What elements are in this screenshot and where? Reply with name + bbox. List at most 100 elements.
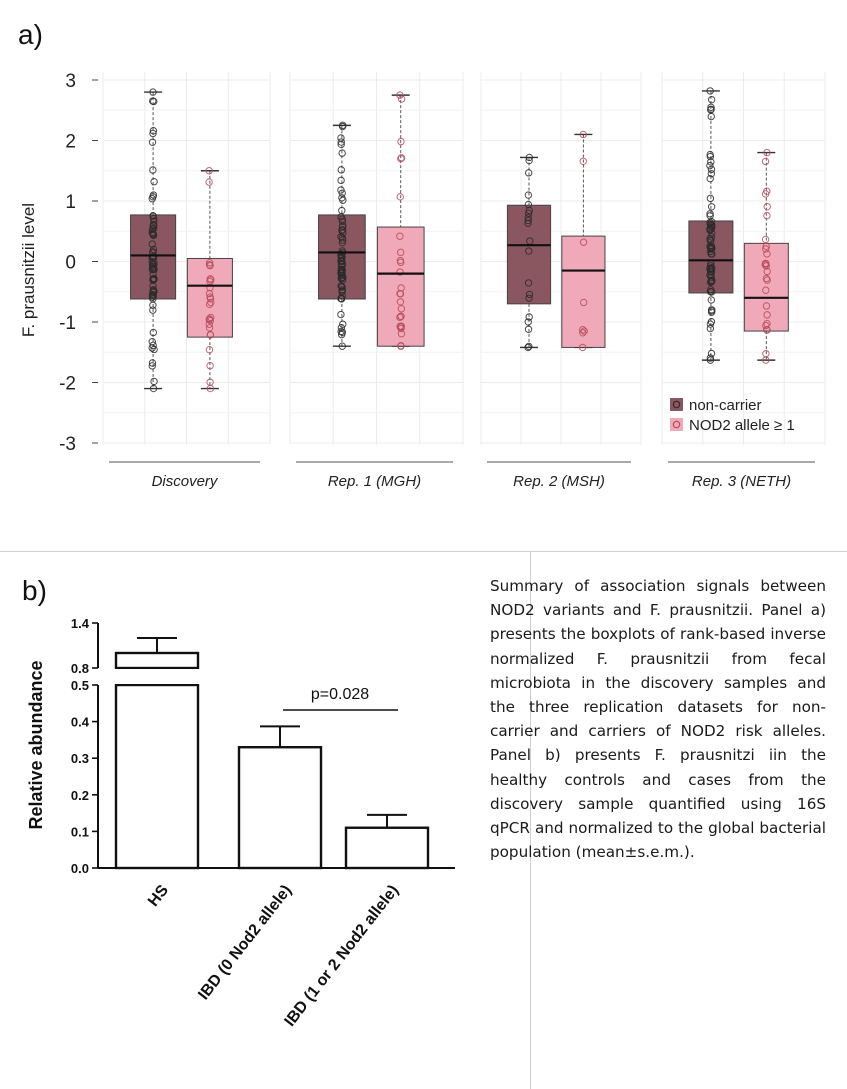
data-point [338, 342, 346, 350]
data-point [338, 291, 346, 300]
panel-a-legend: non-carrier NOD2 allele ≥ 1 [670, 397, 795, 434]
data-point [396, 248, 405, 257]
y-tick-label: 0.0 [71, 861, 89, 876]
data-point [524, 219, 532, 228]
data-point [338, 236, 347, 244]
data-point [150, 217, 158, 225]
data-point [397, 304, 406, 313]
data-point [205, 345, 214, 354]
divider-top [0, 551, 847, 552]
data-point [149, 306, 157, 314]
bar [344, 826, 430, 870]
data-point [763, 250, 771, 258]
data-point [763, 276, 771, 284]
data-point [149, 384, 158, 393]
x-category-label: IBD (1 or 2 Nod2 allele) [281, 882, 402, 1030]
data-point [206, 316, 215, 325]
legend-label-carrier: NOD2 allele ≥ 1 [689, 417, 795, 434]
data-point [706, 262, 715, 270]
data-point [149, 166, 157, 174]
data-point [524, 325, 533, 334]
data-point [524, 209, 533, 218]
data-point [579, 326, 587, 334]
data-point [579, 238, 588, 246]
data-point [149, 245, 158, 254]
panel-b-label: b) [22, 575, 47, 606]
data-point [706, 210, 714, 218]
divider-vertical [530, 551, 531, 1089]
data-point [337, 260, 346, 269]
data-point [338, 328, 347, 337]
data-point [762, 245, 770, 253]
data-point [339, 320, 347, 328]
y-tick-label: 0.1 [71, 824, 89, 839]
data-point [205, 178, 213, 186]
data-point [206, 295, 215, 303]
data-point [761, 157, 770, 166]
data-point [150, 377, 158, 386]
data-point [524, 216, 532, 225]
panel-a-y-axis-label: F. prausnitzii level [19, 203, 38, 337]
data-point [337, 310, 345, 319]
facet-2: Rep. 2 (MSH) [480, 72, 642, 490]
data-point [397, 284, 405, 292]
data-point [762, 321, 770, 330]
bar-upper-segment [114, 651, 200, 670]
data-point [763, 267, 771, 276]
panel-a-boxplots: F. prausnitzii level 3 2 1 0 -1 -2 -3 Discover… [19, 71, 826, 490]
data-point [761, 235, 770, 244]
y-tick-label: 0 [65, 253, 76, 274]
y-tick-label: -2 [59, 374, 76, 395]
data-point [149, 129, 157, 138]
data-point [337, 262, 346, 271]
data-point [525, 156, 533, 165]
data-point [207, 298, 215, 307]
data-point [396, 91, 404, 99]
data-point [396, 313, 404, 322]
data-point [524, 191, 533, 199]
y-tick-label: 0.8 [71, 661, 89, 676]
data-point [525, 313, 533, 321]
data-point [762, 286, 770, 294]
data-point [149, 275, 157, 283]
data-point [396, 232, 404, 240]
data-point [207, 313, 215, 322]
data-point [763, 311, 771, 319]
facet-label: Rep. 1 (MGH) [328, 473, 421, 490]
y-tick-label: 0.5 [71, 678, 89, 693]
data-point [338, 189, 346, 197]
data-point [525, 294, 533, 302]
data-point [148, 240, 156, 248]
data-point [397, 342, 405, 350]
data-point [707, 165, 716, 174]
data-point [396, 268, 404, 276]
figure-caption: Summary of association signals between N… [490, 577, 826, 862]
axis-break-gap [94, 669, 102, 684]
data-point [397, 95, 406, 103]
y-tick-label: 1.4 [71, 616, 90, 631]
data-point [206, 284, 214, 292]
data-point [525, 342, 533, 351]
data-point [396, 289, 404, 298]
data-point [338, 206, 346, 215]
data-point [524, 213, 532, 222]
data-point [706, 87, 714, 95]
data-point [338, 276, 347, 284]
p-value-label: p=0.028 [311, 686, 369, 703]
data-point [707, 105, 715, 113]
data-point [707, 158, 715, 166]
legend-label-noncarrier: non-carrier [689, 397, 762, 414]
data-point [338, 149, 346, 157]
data-point [148, 138, 157, 146]
data-point [396, 298, 405, 306]
data-point [205, 167, 213, 175]
data-point [762, 302, 771, 310]
data-point [763, 202, 771, 211]
data-point [706, 152, 715, 161]
panel-b-y-axis-label: Relative abundance [26, 660, 46, 829]
data-point [396, 193, 404, 201]
data-point [524, 279, 533, 287]
data-point [148, 359, 157, 367]
facet-label: Discovery [152, 473, 219, 490]
y-tick-label: 3 [65, 71, 76, 92]
